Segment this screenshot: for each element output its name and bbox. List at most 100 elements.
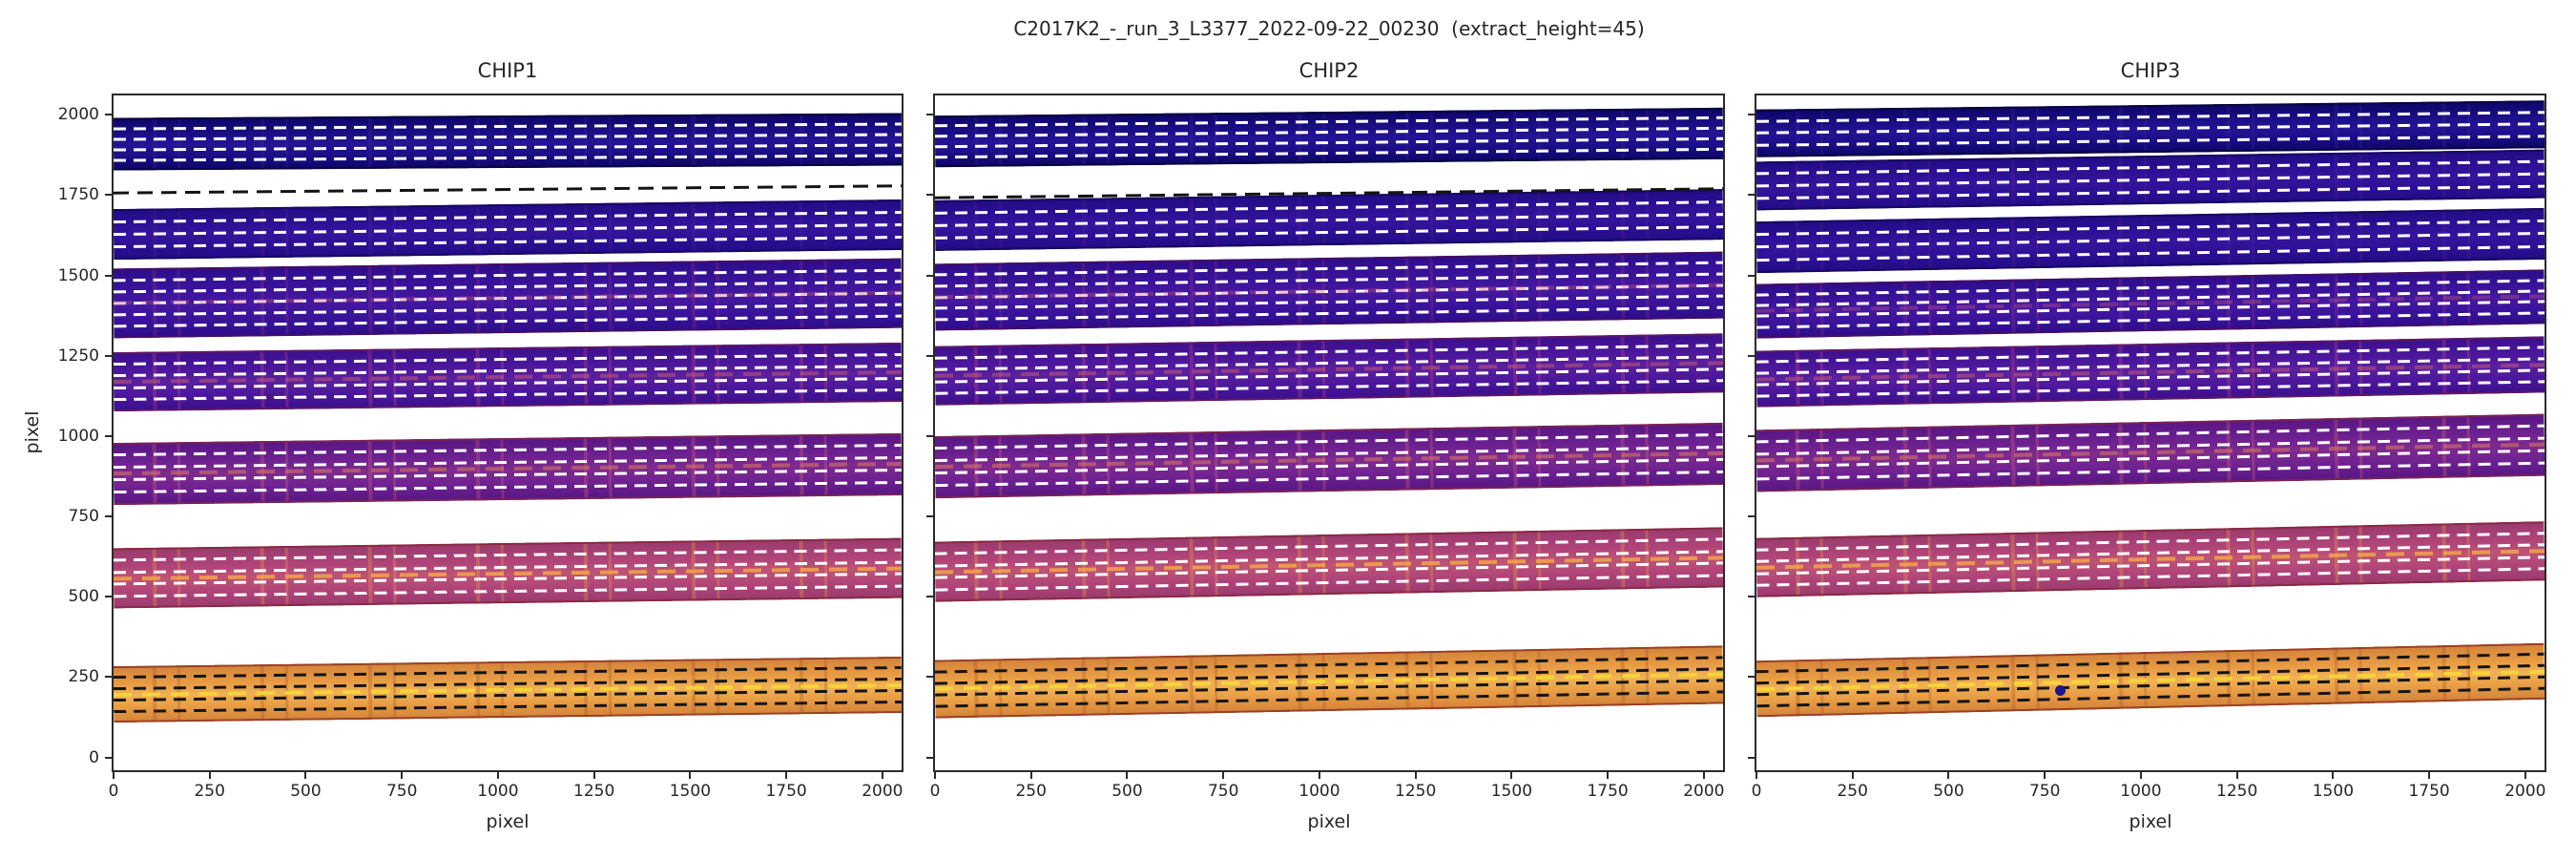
- y-tick-mark: [105, 274, 112, 277]
- y-tick-label: 1250: [57, 346, 99, 366]
- y-tick-mark: [1748, 114, 1755, 116]
- y-tick-mark: [105, 676, 112, 679]
- x-tick-mark: [496, 772, 499, 779]
- x-tick-label: 1000: [477, 782, 519, 801]
- extraction-dash-line: [114, 700, 902, 713]
- x-tick-mark: [2524, 772, 2526, 779]
- order-band: [114, 199, 902, 260]
- x-tick-label: 1000: [2120, 782, 2162, 801]
- x-tick-label: 1000: [1298, 782, 1340, 801]
- order-band: [114, 433, 902, 505]
- y-tick-mark: [1748, 515, 1755, 518]
- y-tick-label: 2000: [57, 105, 99, 125]
- x-tick-label: 500: [290, 782, 322, 801]
- y-tick-mark: [926, 354, 933, 357]
- x-tick-mark: [1607, 772, 1610, 779]
- extraction-dash-line: [1756, 653, 2545, 674]
- x-tick-mark: [304, 772, 307, 779]
- extraction-dash-line: [114, 268, 902, 283]
- x-tick-label: 750: [1207, 782, 1239, 801]
- y-tick-mark: [926, 114, 933, 116]
- x-tick-mark: [1222, 772, 1225, 779]
- x-tick-mark: [2235, 772, 2238, 779]
- x-tick-label: 1250: [2216, 782, 2258, 801]
- extraction-dash-line: [114, 315, 902, 328]
- x-tick-label: 500: [1933, 782, 1964, 801]
- y-tick-mark: [926, 756, 933, 759]
- extraction-dash-line: [935, 126, 1723, 137]
- x-tick-mark: [2332, 772, 2335, 779]
- x-tick-label: 1250: [573, 782, 615, 801]
- order-band: [935, 189, 1723, 251]
- panel-chip1: CHIP1 pixel 0 250 500 750 1000 1250 1500 1750 20…: [58, 0, 904, 859]
- panel-title-chip1: CHIP1: [477, 59, 538, 82]
- x-tick-mark: [1126, 772, 1129, 779]
- x-axis-label-chip2: pixel: [1307, 811, 1351, 832]
- order-band: [114, 343, 902, 412]
- order-band: [1756, 100, 2545, 157]
- extraction-dash-line: [114, 143, 902, 152]
- extraction-dash-line: [114, 303, 902, 317]
- x-tick-label: 0: [929, 782, 941, 801]
- x-tick-mark: [881, 772, 883, 779]
- order-band: [114, 113, 902, 171]
- extraction-dash-line: [935, 147, 1723, 158]
- order-trace-line: [114, 291, 902, 306]
- order-band: [114, 259, 902, 339]
- plot-area-chip2: [933, 94, 1725, 772]
- extraction-dash-line: [114, 585, 902, 598]
- x-tick-mark: [592, 772, 595, 779]
- figure-title: C2017K2_-_run_3_L3377_2022-09-22_00230 (…: [1013, 17, 1645, 40]
- y-tick-mark: [1748, 434, 1755, 437]
- order-band: [935, 107, 1723, 167]
- extraction-dash-line: [114, 210, 902, 223]
- order-band: [1756, 413, 2545, 492]
- y-tick-label: 750: [68, 507, 99, 527]
- y-tick-mark: [1748, 274, 1755, 277]
- extraction-dash-line: [1756, 219, 2545, 236]
- y-tick-mark: [926, 434, 933, 437]
- y-tick-label: 1750: [57, 185, 99, 205]
- y-tick-label: 0: [89, 747, 99, 767]
- x-tick-label: 0: [108, 782, 119, 801]
- extraction-dash-line: [114, 122, 902, 131]
- y-tick-mark: [105, 515, 112, 518]
- x-tick-mark: [689, 772, 692, 779]
- order-band: [1756, 207, 2545, 273]
- y-tick-mark: [1748, 756, 1755, 759]
- x-tick-mark: [1702, 772, 1705, 779]
- y-tick-mark: [926, 515, 933, 518]
- x-tick-label: 750: [2028, 782, 2061, 801]
- plot-area-chip1: [112, 94, 904, 772]
- y-tick-mark: [1748, 194, 1755, 197]
- x-tick-label: 1750: [765, 782, 807, 801]
- order-band: [1756, 336, 2545, 408]
- extraction-dash-line: [114, 154, 902, 162]
- extraction-dash-line: [114, 444, 902, 457]
- x-tick-label: 2000: [2504, 782, 2546, 801]
- y-tick-mark: [105, 114, 112, 116]
- x-tick-label: 1750: [2408, 782, 2450, 801]
- extraction-dash-line: [114, 280, 902, 294]
- extraction-dash-line: [935, 225, 1723, 240]
- extraction-dash-line: [1756, 135, 2545, 147]
- extraction-dash-line: [935, 199, 1723, 215]
- x-tick-mark: [2044, 772, 2046, 779]
- x-tick-mark: [2428, 772, 2431, 779]
- y-tick-mark: [926, 676, 933, 679]
- extraction-dash-line: [114, 549, 902, 562]
- x-tick-mark: [1510, 772, 1513, 779]
- x-tick-label: 1750: [1587, 782, 1629, 801]
- extraction-dash-line: [935, 379, 1723, 395]
- x-tick-label: 250: [1015, 782, 1047, 801]
- extraction-dash-line: [1756, 172, 2545, 188]
- order-band: [935, 527, 1723, 602]
- x-tick-label: 750: [385, 782, 418, 801]
- order-band: [935, 251, 1723, 331]
- y-axis-label: pixel: [22, 410, 43, 454]
- x-tick-label: 1250: [1395, 782, 1437, 801]
- order-band: [1756, 643, 2545, 718]
- extraction-dash-line: [1756, 111, 2545, 123]
- x-axis-label-chip1: pixel: [486, 811, 530, 832]
